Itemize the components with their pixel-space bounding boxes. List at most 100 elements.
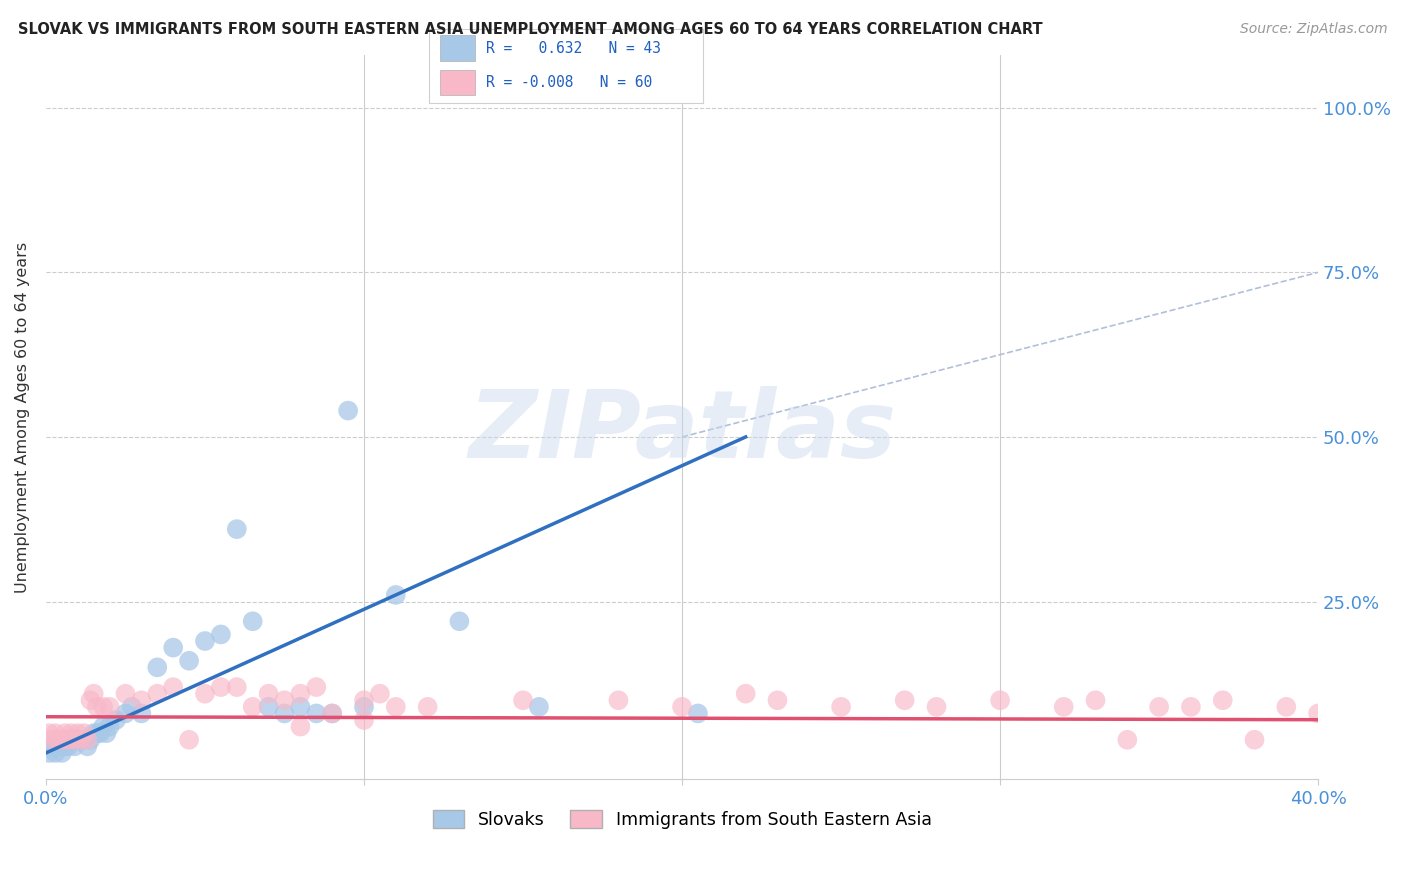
Point [353,693,375,707]
Text: SLOVAK VS IMMIGRANTS FROM SOUTH EASTERN ASIA UNEMPLOYMENT AMONG AGES 60 TO 64 YE: SLOVAK VS IMMIGRANTS FROM SOUTH EASTERN … [18,22,1043,37]
Point [38,726,60,740]
Text: Source: ZipAtlas.com: Source: ZipAtlas.com [1240,22,1388,37]
Point [988,693,1011,707]
Point [104,713,127,727]
Point [41,732,63,747]
Point [416,699,439,714]
Point [44,726,66,740]
Point [98,699,121,714]
Point [290,687,312,701]
Point [290,699,312,714]
Point [194,634,217,648]
Point [177,654,200,668]
Point [1212,693,1234,707]
Point [893,693,915,707]
Point [273,693,295,707]
Point [321,706,343,721]
Point [73,732,96,747]
Point [512,693,534,707]
Point [305,706,328,721]
Point [66,732,89,747]
Point [41,739,63,754]
Point [1308,706,1330,721]
Point [48,732,70,747]
Point [60,732,83,747]
Point [686,706,709,721]
Point [1053,699,1076,714]
Point [114,687,136,701]
Point [66,726,89,740]
Point [734,687,756,701]
Point [368,687,391,701]
Bar [440,36,475,61]
Point [86,726,108,740]
Point [337,403,360,417]
Point [162,680,184,694]
Point [449,614,471,628]
Point [257,699,280,714]
Point [1116,732,1139,747]
Text: R = -0.008   N = 60: R = -0.008 N = 60 [486,75,652,90]
Point [766,693,789,707]
Point [53,726,76,740]
Text: ZIPatlas: ZIPatlas [468,385,896,478]
Point [79,732,101,747]
Point [48,739,70,754]
Point [44,746,66,760]
Point [51,746,73,760]
Point [1402,706,1406,721]
Point [830,699,852,714]
Legend: Slovaks, Immigrants from South Eastern Asia: Slovaks, Immigrants from South Eastern A… [426,803,939,836]
Point [177,732,200,747]
Point [385,699,408,714]
Point [76,732,98,747]
Point [58,739,80,754]
Point [131,706,153,721]
Point [257,687,280,701]
Point [38,746,60,760]
Point [63,739,86,754]
Point [91,699,114,714]
Point [527,699,550,714]
Point [209,680,232,694]
Point [671,699,693,714]
Point [131,693,153,707]
Point [353,699,375,714]
Point [225,522,247,536]
Point [209,627,232,641]
Point [58,732,80,747]
Bar [440,70,475,95]
Point [1147,699,1170,714]
Point [96,726,118,740]
Point [305,680,328,694]
Point [91,720,114,734]
Y-axis label: Unemployment Among Ages 60 to 64 years: Unemployment Among Ages 60 to 64 years [15,242,30,593]
Point [73,726,96,740]
Point [1180,699,1202,714]
Point [290,720,312,734]
Point [162,640,184,655]
Point [83,687,105,701]
Point [76,739,98,754]
Point [146,660,169,674]
Point [146,687,169,701]
Point [70,732,93,747]
Point [53,739,76,754]
Point [79,693,101,707]
Point [273,706,295,721]
Point [114,706,136,721]
Point [1084,693,1107,707]
Point [63,732,86,747]
Point [607,693,630,707]
Point [83,726,105,740]
Point [225,680,247,694]
Point [321,706,343,721]
Point [1243,732,1265,747]
Point [86,699,108,714]
Point [89,726,111,740]
Point [242,614,264,628]
Point [98,720,121,734]
Point [925,699,948,714]
Point [353,713,375,727]
Point [194,687,217,701]
